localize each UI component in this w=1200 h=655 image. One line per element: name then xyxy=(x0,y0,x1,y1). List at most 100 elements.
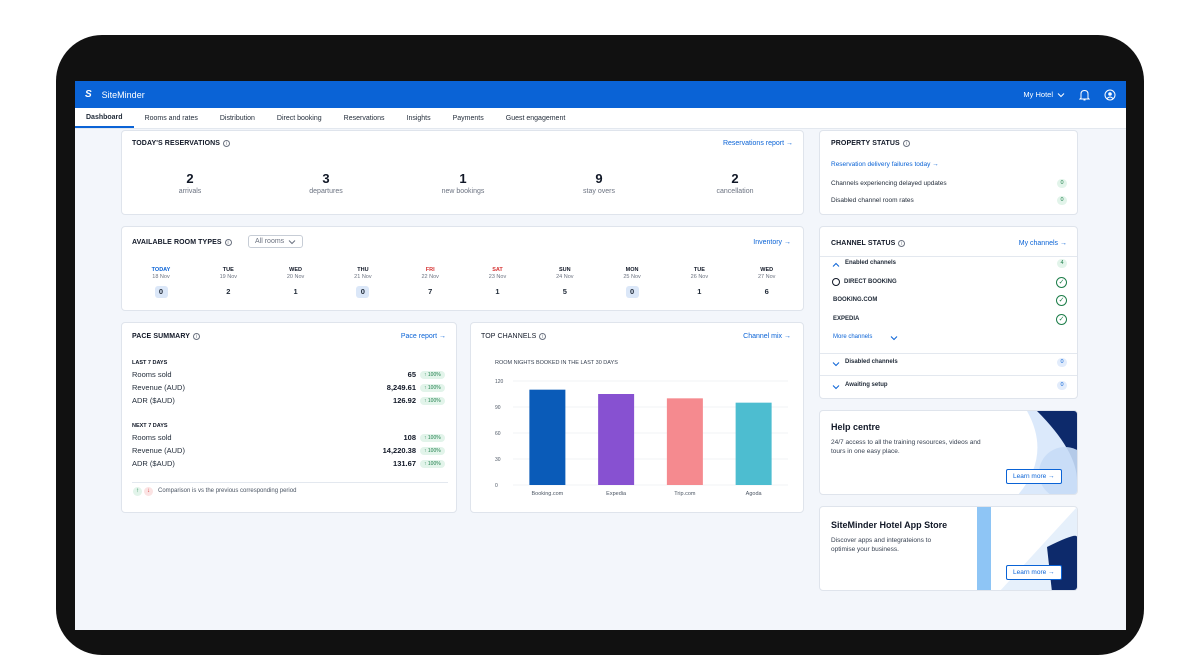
day-date: 20 Nov xyxy=(286,274,305,280)
app-store-description: Discover apps and integrateions to optim… xyxy=(831,537,932,553)
day-date: 18 Nov xyxy=(152,274,170,280)
day-available-count: 6 xyxy=(764,287,769,296)
todays-reservations-card: TODAY'S RESERVATIONS i Reservations repo… xyxy=(121,130,804,215)
stat-value: 2 xyxy=(186,171,194,186)
down-arrow-icon: ↓ xyxy=(144,487,153,496)
day-name: TUE xyxy=(693,267,705,273)
day-name: SUN xyxy=(558,267,571,273)
info-icon: i xyxy=(224,239,232,246)
stat-value: 1 xyxy=(459,171,467,186)
awaiting-setup-label[interactable]: Awaiting setup xyxy=(845,382,888,388)
more-channels-link[interactable]: More channels xyxy=(833,334,873,340)
app-store-card: SiteMinder Hotel App Store Discover apps… xyxy=(819,506,1078,591)
room-day[interactable]: MON 25 Nov 0 xyxy=(607,267,657,298)
room-day[interactable]: THU 21 Nov 0 xyxy=(338,267,388,298)
app-name: SiteMinder xyxy=(101,89,145,100)
awaiting-count-badge: 0 xyxy=(1057,381,1067,390)
tab-insights[interactable]: Insights xyxy=(406,114,431,122)
info-icon: i xyxy=(898,240,906,247)
stat-arrivals: 2 arrivals xyxy=(130,171,250,195)
day-date: 27 Nov xyxy=(757,274,776,280)
tab-distribution[interactable]: Distribution xyxy=(219,114,255,122)
card-title: PROPERTY STATUS i xyxy=(831,140,910,147)
disabled-channels-label[interactable]: Disabled channels xyxy=(845,359,898,365)
help-learn-more-button[interactable]: Learn more → xyxy=(1006,469,1062,484)
room-day[interactable]: WED 20 Nov 1 xyxy=(271,267,321,298)
tab-payments[interactable]: Payments xyxy=(452,114,484,122)
chevron-down-icon[interactable] xyxy=(832,361,840,367)
enabled-channels-label[interactable]: Enabled channels xyxy=(845,260,897,266)
card-title: TOP CHANNELS i xyxy=(481,333,547,340)
day-date: 24 Nov xyxy=(556,274,574,280)
delivery-failures-link[interactable]: Reservation delivery failures today → xyxy=(831,161,939,168)
dropdown-value: All rooms xyxy=(255,238,285,245)
tab-dashboard[interactable]: Dashboard xyxy=(75,108,134,128)
day-name: FRI xyxy=(425,267,435,273)
info-icon: i xyxy=(539,333,547,340)
day-available-count: 0 xyxy=(154,286,168,298)
day-available-count: 0 xyxy=(356,286,370,298)
day-date: 21 Nov xyxy=(354,274,372,280)
day-name: MON xyxy=(625,267,639,273)
bar-trip-com[interactable] xyxy=(666,398,703,485)
room-day[interactable]: WED 27 Nov 6 xyxy=(742,267,792,298)
available-room-types-card: AVAILABLE ROOM TYPES i All rooms Invento… xyxy=(121,226,804,311)
room-day[interactable]: SAT 23 Nov 1 xyxy=(473,267,523,298)
my-channels-link[interactable]: My channels → xyxy=(1018,240,1067,247)
stat-value: 2 xyxy=(731,171,739,186)
card-title: PACE SUMMARY i xyxy=(132,333,200,340)
pace-row-value: 108 xyxy=(403,433,416,442)
pace-change-badge: ↑ 100% xyxy=(420,447,445,455)
tab-direct-booking[interactable]: Direct booking xyxy=(276,114,322,122)
bell-icon[interactable] xyxy=(1079,89,1090,101)
room-day[interactable]: TUE 19 Nov 2 xyxy=(203,267,253,298)
stat-new-bookings: 1 new bookings xyxy=(403,171,523,195)
room-day[interactable]: TUE 26 Nov 1 xyxy=(674,267,724,298)
day-name: SAT xyxy=(492,267,503,273)
check-circle-icon: ✓ xyxy=(1056,277,1067,288)
room-filter-dropdown[interactable]: All rooms xyxy=(248,235,304,248)
pace-row-label: ADR ($AUD) xyxy=(132,459,175,468)
direct-booking-icon xyxy=(832,278,840,286)
pace-report-link[interactable]: Pace report → xyxy=(400,333,446,340)
tab-rooms-and-rates[interactable]: Rooms and rates xyxy=(144,114,198,122)
check-circle-icon: ✓ xyxy=(1056,314,1067,325)
top-channels-card: TOP CHANNELS i Channel mix → ROOM NIGHTS… xyxy=(470,322,804,513)
chevron-down-icon xyxy=(1057,92,1065,97)
enabled-count-badge: 4 xyxy=(1057,259,1067,268)
property-status-card: PROPERTY STATUS i Reservation delivery f… xyxy=(819,130,1078,215)
room-day[interactable]: SUN 24 Nov 5 xyxy=(540,267,590,298)
stat-label: cancellation xyxy=(716,188,754,195)
section-label-last-7-days: LAST 7 DAYS xyxy=(132,360,168,366)
bar-expedia[interactable] xyxy=(598,394,635,485)
day-available-count: 5 xyxy=(562,287,567,296)
chevron-down-icon xyxy=(288,239,296,244)
day-name: TODAY xyxy=(151,267,171,273)
reservations-report-link[interactable]: Reservations report → xyxy=(722,140,793,147)
bar-agoda[interactable] xyxy=(735,402,772,485)
day-date: 19 Nov xyxy=(219,274,238,280)
main-nav: Dashboard Rooms and rates Distribution D… xyxy=(75,108,1126,129)
bar-booking-com[interactable] xyxy=(529,389,566,485)
tab-guest-engagement[interactable]: Guest engagement xyxy=(505,114,566,122)
chevron-up-icon[interactable] xyxy=(832,262,840,268)
tab-reservations[interactable]: Reservations xyxy=(343,114,385,122)
pace-change-badge: ↑ 100% xyxy=(420,397,445,405)
user-account-icon[interactable] xyxy=(1104,89,1116,101)
x-tick-label: Expedia xyxy=(606,491,627,497)
stat-value: 9 xyxy=(595,171,603,186)
room-day[interactable]: TODAY 18 Nov 0 xyxy=(136,267,186,298)
divider xyxy=(820,353,1077,354)
room-day[interactable]: FRI 22 Nov 7 xyxy=(405,267,455,298)
info-icon: i xyxy=(192,333,200,340)
app-store-learn-more-button[interactable]: Learn more → xyxy=(1006,565,1062,580)
day-available-count: 1 xyxy=(495,287,500,296)
chevron-down-icon[interactable] xyxy=(832,384,840,390)
inventory-link[interactable]: Inventory → xyxy=(753,239,791,246)
channel-name: BOOKING.COM xyxy=(833,297,878,303)
card-title-text: AVAILABLE ROOM TYPES xyxy=(132,239,222,246)
help-centre-description: 24/7 access to all the training resource… xyxy=(831,439,981,455)
pace-change-badge: ↑ 100% xyxy=(420,434,445,442)
channel-mix-link[interactable]: Channel mix → xyxy=(743,333,791,340)
hotel-selector[interactable]: My Hotel xyxy=(1023,90,1065,99)
